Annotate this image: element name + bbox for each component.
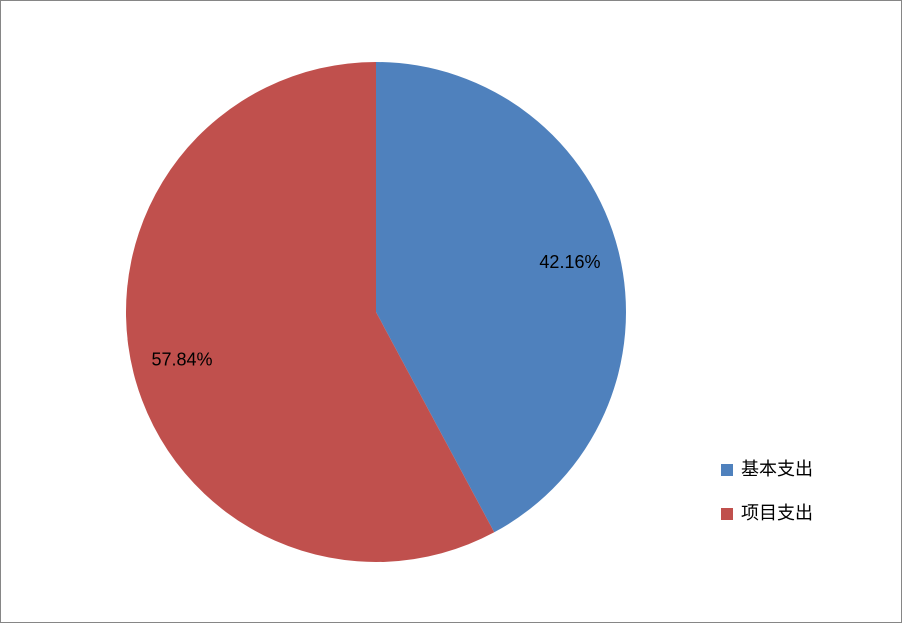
legend-label: 基本支出 (741, 459, 813, 479)
data-label: 42.16% (539, 252, 600, 272)
pie-slice (376, 62, 627, 533)
pie-slice (126, 62, 495, 562)
legend-swatch (721, 464, 733, 476)
data-label: 57.84% (152, 350, 213, 370)
legend-swatch (721, 508, 733, 520)
legend-label: 项目支出 (741, 503, 813, 523)
